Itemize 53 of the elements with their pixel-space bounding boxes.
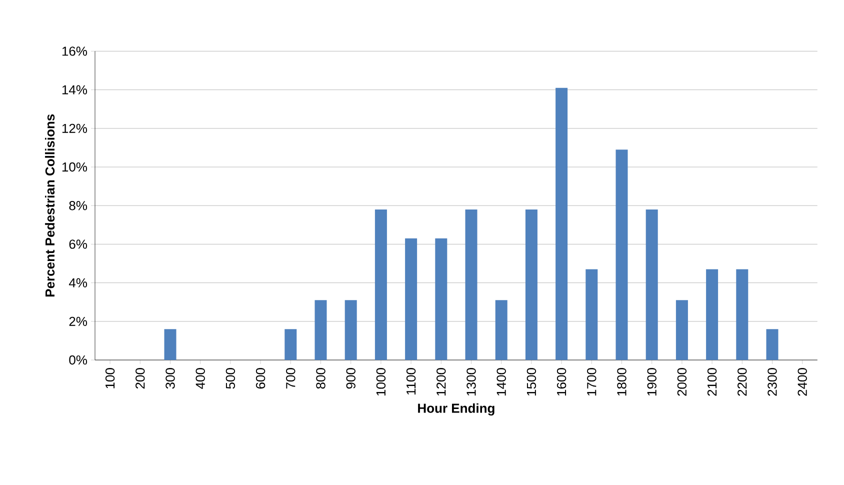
bar bbox=[525, 209, 538, 360]
x-tick-label: 1300 bbox=[466, 368, 476, 396]
y-tick-label: 10% bbox=[62, 162, 88, 172]
y-tick-label: 2% bbox=[69, 316, 88, 326]
x-tick-label: 1100 bbox=[406, 368, 416, 395]
x-tick-label: 1700 bbox=[587, 368, 596, 396]
x-tick-label: 200 bbox=[136, 368, 145, 389]
bar bbox=[706, 269, 718, 360]
bar bbox=[405, 238, 418, 360]
x-tick-label: 300 bbox=[166, 368, 175, 389]
x-axis-title: Hour Ending bbox=[418, 403, 494, 416]
bar bbox=[164, 329, 176, 360]
y-tick-label: 14% bbox=[62, 85, 88, 94]
x-tick-label: 1900 bbox=[647, 368, 656, 396]
y-tick-label: 8% bbox=[69, 200, 88, 210]
y-tick-label: 0% bbox=[69, 355, 88, 365]
bar bbox=[586, 269, 598, 360]
bar bbox=[344, 300, 357, 360]
x-tick-label: 100 bbox=[105, 368, 115, 388]
x-tick-label: 1400 bbox=[496, 368, 506, 396]
x-tick-label: 1000 bbox=[376, 368, 386, 396]
x-tick-label: 2200 bbox=[738, 368, 747, 396]
x-tick-label: 1200 bbox=[436, 368, 446, 396]
bar bbox=[435, 238, 448, 360]
x-tick-label: 600 bbox=[256, 368, 266, 389]
x-tick-label: 700 bbox=[286, 368, 296, 389]
y-tick-label: 16% bbox=[62, 46, 88, 56]
y-axis-title: Percent Pedestrian Collisions bbox=[45, 114, 55, 296]
bar bbox=[465, 209, 478, 360]
x-tick-label: 1600 bbox=[556, 368, 566, 396]
x-tick-label: 800 bbox=[316, 368, 326, 389]
bar bbox=[495, 300, 508, 360]
bar bbox=[314, 300, 327, 360]
bar bbox=[676, 300, 688, 360]
x-tick-label: 400 bbox=[196, 368, 205, 389]
bar bbox=[284, 329, 297, 360]
y-tick-label: 12% bbox=[62, 124, 88, 133]
bar bbox=[646, 209, 658, 360]
bar bbox=[556, 88, 568, 360]
y-tick-label: 4% bbox=[68, 278, 88, 288]
bar bbox=[736, 269, 748, 360]
x-tick-label: 2400 bbox=[798, 368, 807, 396]
x-tick-label: 2300 bbox=[768, 368, 777, 396]
y-tick-label: 6% bbox=[69, 240, 88, 249]
x-tick-label: 2100 bbox=[707, 368, 717, 396]
bar bbox=[374, 209, 387, 360]
x-tick-label: 500 bbox=[226, 368, 236, 389]
bar bbox=[616, 150, 628, 360]
x-tick-label: 1500 bbox=[526, 368, 536, 396]
x-tick-label: 2000 bbox=[677, 368, 687, 396]
bar bbox=[766, 329, 778, 360]
x-tick-label: 900 bbox=[346, 368, 356, 389]
x-tick-label: 1800 bbox=[617, 368, 626, 396]
